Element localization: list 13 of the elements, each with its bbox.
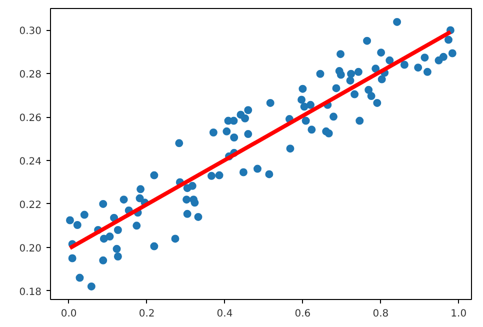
y-tick-label: 0.26 bbox=[19, 113, 42, 124]
x-tick-label: 0.0 bbox=[60, 308, 77, 320]
x-tick-label: 0.8 bbox=[372, 308, 389, 320]
x-tick-label: 1.0 bbox=[450, 308, 467, 320]
y-tick-label: 0.30 bbox=[19, 26, 42, 38]
y-tick-label: 0.18 bbox=[19, 286, 42, 298]
x-tick-label: 0.2 bbox=[138, 308, 155, 320]
y-tick-label: 0.28 bbox=[19, 70, 42, 81]
x-tick-label: 0.6 bbox=[294, 308, 311, 320]
y-tick-label: 0.20 bbox=[19, 243, 42, 254]
y-tick-label: 0.24 bbox=[19, 156, 42, 168]
y-tick-label: 0.22 bbox=[19, 200, 42, 211]
x-tick-label: 0.4 bbox=[216, 308, 233, 320]
